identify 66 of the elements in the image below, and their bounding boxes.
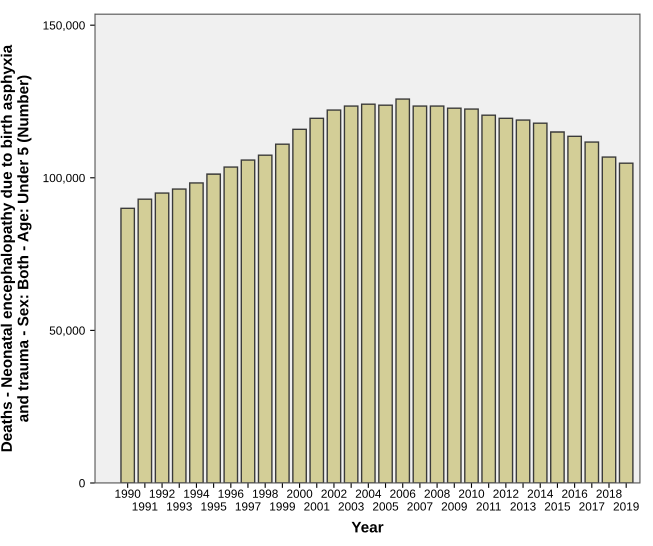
bar [240,159,256,483]
bar [292,128,307,483]
x-tick-label: 2018 [596,490,622,498]
x-tick-label: 2003 [338,502,364,511]
bar [326,109,342,483]
x-tick-label: 2017 [579,502,604,511]
bar [378,104,393,483]
x-tick-label: 2000 [287,490,312,498]
y-tick-label: 50,000 [50,326,85,336]
y-tick-label: 0 [79,479,85,488]
x-axis-title: Year [352,522,384,533]
x-tick-label: 2014 [528,490,554,498]
bar [223,166,238,483]
bar [618,162,634,483]
x-tick-label: 2019 [614,502,639,511]
bar [360,104,376,483]
x-tick-label: 2006 [390,490,416,498]
x-tick-label: 2004 [356,490,382,498]
bar [206,173,222,483]
x-tick-label: 1991 [132,502,158,511]
bar [137,198,152,483]
bar [309,118,324,483]
bar [120,208,136,483]
x-tick-label: 1998 [252,490,278,498]
bar [412,105,428,483]
x-tick-label: 2001 [304,502,330,511]
bar [567,136,582,483]
bar [464,108,479,483]
bar [154,192,170,483]
bar [344,105,359,483]
x-tick-label: 2007 [407,502,432,511]
x-tick-label: 2016 [562,490,588,498]
bar [481,114,496,483]
y-axis-title: Deaths - Neonatal encephalopathy due to birth asphyxia and trauma - Sex: Both - Age: Under 5 (Number) [0,44,32,452]
x-tick-label: 1999 [270,502,295,511]
bar [584,141,600,483]
x-tick-label: 1995 [201,502,226,511]
x-tick-label: 2005 [372,502,398,511]
x-tick-label: 2012 [493,490,518,498]
bar [602,156,616,483]
bar [274,144,290,483]
bar [430,105,444,483]
bar [258,154,273,483]
bar [550,131,565,483]
y-tick-label: 150,000 [44,21,85,31]
bar [446,108,462,483]
x-tick-label: 2009 [442,502,467,511]
x-tick-label: 1994 [184,490,210,498]
bar [189,182,204,483]
x-tick-label: 1990 [115,490,140,498]
x-tick-label: 2008 [424,490,450,498]
bar [516,119,530,483]
x-tick-label: 1993 [167,502,192,511]
x-tick-label: 2011 [476,502,501,511]
y-tick-label: 100,000 [44,174,85,184]
x-tick-label: 2010 [458,490,484,498]
x-tick-label: 2015 [544,502,570,511]
bar [532,122,548,483]
bar [172,188,187,483]
bar [395,98,410,483]
x-tick-label: 1997 [236,502,261,511]
x-tick-label: 2002 [321,490,346,498]
x-tick-label: 1996 [218,490,244,498]
x-tick-label: 2013 [510,502,536,511]
bar [498,118,514,483]
x-tick-label: 1992 [150,490,175,498]
